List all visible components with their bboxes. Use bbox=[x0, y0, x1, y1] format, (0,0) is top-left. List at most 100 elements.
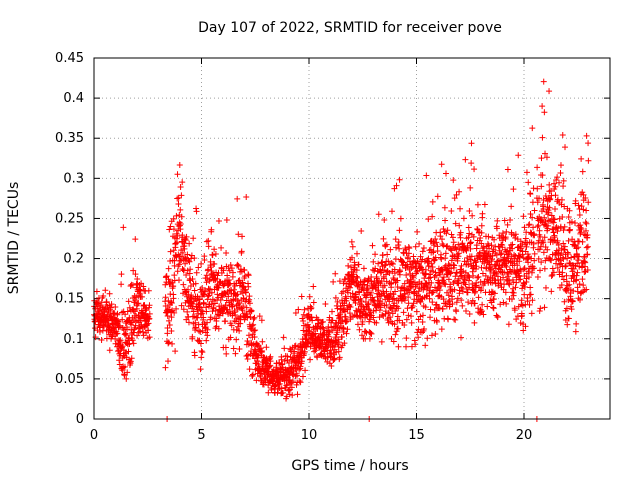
data-point bbox=[391, 321, 398, 328]
data-point bbox=[377, 304, 384, 311]
data-point bbox=[217, 297, 224, 304]
data-point bbox=[118, 271, 125, 278]
data-point bbox=[334, 298, 341, 305]
data-point bbox=[539, 134, 546, 141]
data-point bbox=[478, 240, 485, 247]
data-point bbox=[97, 324, 104, 331]
data-point bbox=[363, 294, 370, 301]
data-point bbox=[310, 299, 317, 306]
data-point bbox=[400, 309, 407, 316]
data-point bbox=[466, 310, 473, 317]
data-point bbox=[130, 267, 137, 274]
data-point bbox=[184, 308, 191, 315]
data-point bbox=[445, 292, 452, 299]
data-point bbox=[510, 186, 517, 193]
data-point bbox=[576, 281, 583, 288]
data-point bbox=[355, 261, 362, 268]
data-point bbox=[568, 306, 575, 313]
data-point bbox=[499, 230, 506, 237]
data-point bbox=[478, 285, 485, 292]
data-point bbox=[466, 274, 473, 281]
data-point bbox=[190, 235, 197, 242]
data-point bbox=[235, 262, 242, 269]
data-point bbox=[114, 330, 121, 337]
data-point bbox=[480, 311, 487, 318]
data-point bbox=[380, 275, 387, 282]
data-point bbox=[504, 269, 511, 276]
data-point bbox=[389, 296, 396, 303]
data-point bbox=[200, 314, 207, 321]
data-point bbox=[490, 304, 497, 311]
data-point bbox=[379, 311, 386, 318]
data-point bbox=[518, 297, 525, 304]
data-point bbox=[440, 274, 447, 281]
data-point bbox=[563, 272, 570, 279]
data-point bbox=[488, 256, 495, 263]
data-point bbox=[478, 222, 485, 229]
data-point bbox=[527, 291, 534, 298]
data-point bbox=[507, 216, 514, 223]
data-point bbox=[284, 356, 291, 363]
data-point bbox=[512, 284, 519, 291]
data-point bbox=[250, 316, 257, 323]
data-point bbox=[191, 352, 198, 359]
data-point bbox=[557, 257, 564, 264]
data-point bbox=[251, 314, 258, 321]
data-point bbox=[369, 294, 376, 301]
data-point bbox=[203, 308, 210, 315]
data-point bbox=[395, 305, 402, 312]
data-point bbox=[381, 282, 388, 289]
data-point bbox=[177, 226, 184, 233]
y-tick-label: 0.35 bbox=[55, 131, 84, 146]
data-point bbox=[418, 296, 425, 303]
data-point bbox=[174, 232, 181, 239]
x-tick-label: 5 bbox=[197, 428, 205, 443]
data-point bbox=[447, 270, 454, 277]
data-point bbox=[520, 266, 527, 273]
data-point bbox=[208, 301, 215, 308]
data-point bbox=[466, 284, 473, 291]
data-point bbox=[509, 241, 516, 248]
data-point bbox=[415, 288, 422, 295]
data-point bbox=[102, 287, 109, 294]
data-point bbox=[116, 357, 123, 364]
data-point bbox=[429, 299, 436, 306]
data-point bbox=[175, 194, 182, 201]
data-point bbox=[291, 348, 298, 355]
data-point bbox=[440, 225, 447, 232]
data-point bbox=[103, 298, 110, 305]
data-point bbox=[370, 314, 377, 321]
data-point bbox=[367, 329, 374, 336]
data-points bbox=[91, 78, 592, 422]
data-point bbox=[478, 229, 485, 236]
data-point bbox=[529, 214, 536, 221]
data-point bbox=[192, 319, 199, 326]
data-point bbox=[344, 318, 351, 325]
data-point bbox=[529, 297, 536, 304]
data-point bbox=[554, 237, 561, 244]
data-point bbox=[528, 255, 535, 262]
data-point bbox=[146, 334, 153, 341]
data-point bbox=[326, 360, 333, 367]
data-point bbox=[369, 242, 376, 249]
data-point bbox=[228, 322, 235, 329]
data-point bbox=[381, 216, 388, 223]
data-point bbox=[525, 179, 532, 186]
data-point bbox=[390, 338, 397, 345]
data-point bbox=[454, 295, 461, 302]
data-point bbox=[234, 323, 241, 330]
data-point bbox=[452, 273, 459, 280]
data-point bbox=[201, 257, 208, 264]
data-point bbox=[541, 304, 548, 311]
data-point bbox=[519, 285, 526, 292]
data-point bbox=[546, 181, 553, 188]
data-point bbox=[562, 144, 569, 151]
data-point bbox=[531, 257, 538, 264]
data-point bbox=[490, 246, 497, 253]
data-point bbox=[579, 168, 586, 175]
data-point bbox=[465, 234, 472, 241]
data-point bbox=[342, 276, 349, 283]
data-point bbox=[470, 272, 477, 279]
data-point bbox=[368, 330, 375, 337]
data-point bbox=[336, 354, 343, 361]
